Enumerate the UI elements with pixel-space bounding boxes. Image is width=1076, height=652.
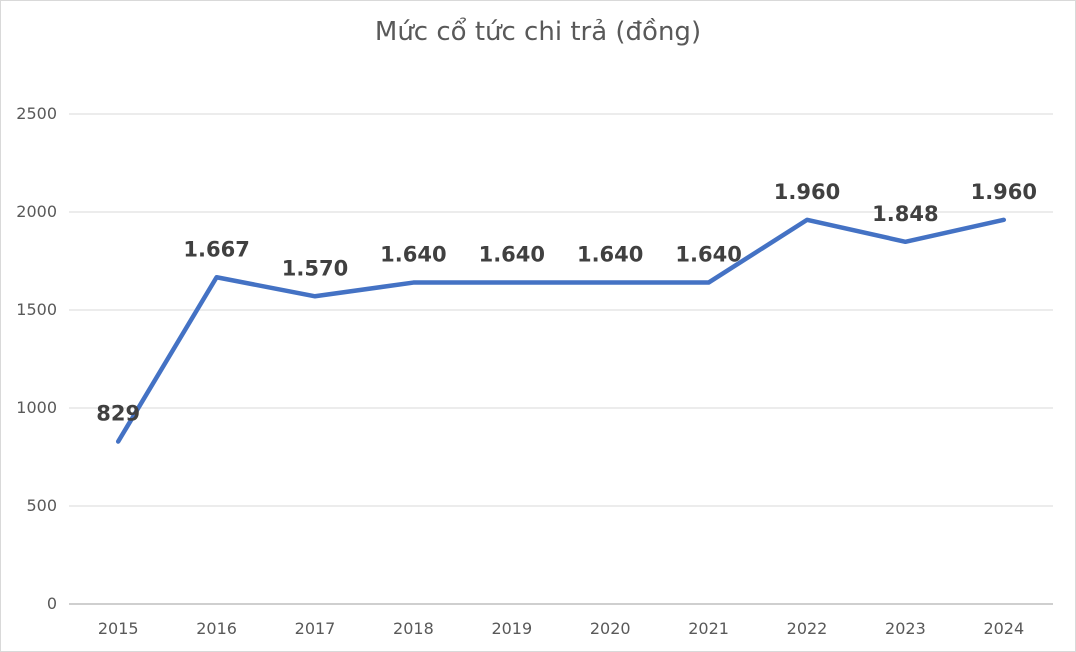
x-axis-tick-label: 2019 (491, 619, 532, 638)
y-axis-tick-label: 1500 (16, 300, 57, 319)
x-axis-tick-label: 2015 (98, 619, 139, 638)
x-axis-tick-label: 2017 (295, 619, 336, 638)
chart-title: Mức cổ tức chi trả (đồng) (374, 17, 702, 47)
x-axis-tick-label: 2018 (393, 619, 434, 638)
y-axis-tick-label: 2000 (16, 202, 57, 221)
data-label: 1.960 (971, 180, 1037, 204)
data-label: 1.640 (380, 243, 446, 267)
dividend-line-series (115, 217, 1007, 444)
x-axis-tick-label: 2024 (983, 619, 1024, 638)
x-axis-tick-label: 2016 (196, 619, 237, 638)
data-label: 1.667 (183, 237, 249, 261)
data-label: 1.640 (479, 243, 545, 267)
x-axis-tick-label: 2022 (787, 619, 828, 638)
data-label: 1.960 (774, 180, 840, 204)
x-axis-tick-label: 2021 (688, 619, 729, 638)
data-label: 829 (96, 402, 140, 426)
data-label: 1.848 (872, 202, 938, 226)
x-axis-tick-label: 2020 (590, 619, 631, 638)
y-axis-tick-label: 0 (47, 594, 57, 613)
y-axis-tick-label: 500 (26, 496, 57, 515)
data-label: 1.640 (675, 243, 741, 267)
y-axis-tick-label: 2500 (16, 104, 57, 123)
data-label: 1.570 (282, 256, 348, 280)
data-label: 1.640 (577, 243, 643, 267)
x-axis-tick-label: 2023 (885, 619, 926, 638)
y-axis-tick-label: 1000 (16, 398, 57, 417)
